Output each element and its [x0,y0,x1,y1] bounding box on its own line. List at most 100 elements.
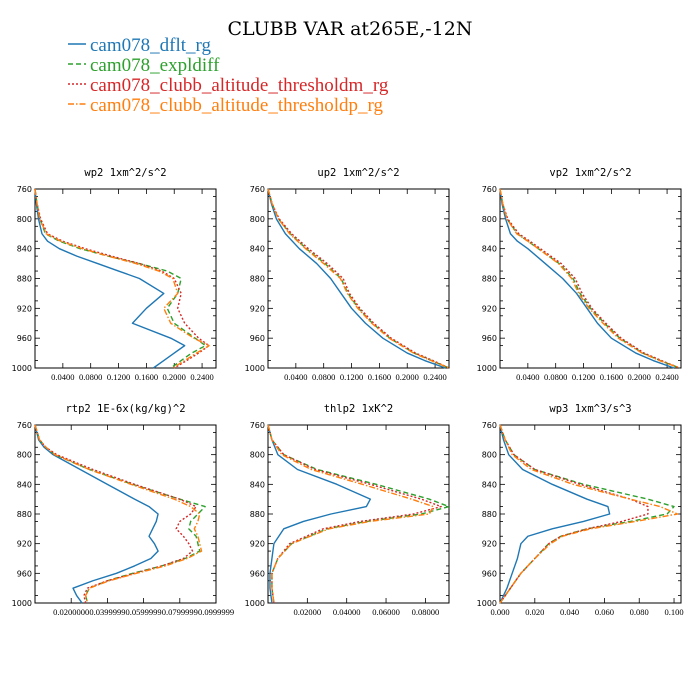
y-tick-label: 840 [482,480,497,489]
panel-vp2: vp2 1xm^2/s^2 760 800 840 880 920 960 1000 0.040… [477,167,682,382]
x-tick-label: 0.060 [595,607,614,617]
panel-up2: up2 1xm^2/s^2 760 800 840 880 920 960 1000 0.040… [245,167,450,382]
series-line-2 [499,188,680,369]
y-tick-label: 800 [17,215,32,224]
x-tick-label: 0.1600 [368,372,391,382]
series-line-3 [34,188,210,369]
x-tick-label: 0.06000 [372,607,400,617]
series-line-4 [267,424,434,604]
x-tick-label: 0.0200000 [53,607,89,617]
x-tick-label: 0.0400 [284,372,307,382]
legend-label-1: cam078_dflt_rg [90,35,212,56]
panel-wp2: wp2 1xm^2/s^2 760 800 840 880 920 960 1000 0.040… [12,167,217,382]
series-line-1 [34,188,186,369]
series-line-3 [267,188,450,369]
plot-frame [499,188,682,369]
series-line-3 [499,424,649,604]
series-line-1 [499,188,675,369]
y-tick-label: 760 [250,421,265,430]
panel-title-wp2: wp2 1xm^2/s^2 [84,167,166,179]
y-tick-label: 800 [482,451,497,460]
y-tick-label: 920 [17,540,32,549]
series-line-1 [34,424,159,604]
plot-frame [267,188,450,369]
series-line-2 [34,188,207,369]
y-tick-label: 760 [482,421,497,430]
x-tick-label: 0.1200 [572,372,595,382]
y-tick-label: 800 [482,215,497,224]
x-tick-label: 0.000 [490,607,509,617]
y-tick-label: 800 [250,215,265,224]
x-tick-label: 0.0599999 [126,607,162,617]
plot-frame [499,424,682,604]
y-tick-label: 880 [250,510,265,519]
x-tick-label: 0.0800 [79,372,102,382]
x-tick-label: 0.0800 [544,372,567,382]
figure-title: CLUBB VAR at265E,-12N [228,18,473,40]
x-tick-label: 0.02000 [294,607,322,617]
y-tick-label: 880 [17,510,32,519]
y-tick-label: 800 [250,451,265,460]
y-tick-label: 880 [250,275,265,284]
x-tick-label: 0.0399999 [89,607,125,617]
series-line-3 [499,188,680,369]
series-line-4 [499,424,679,604]
x-tick-label: 0.2400 [655,372,678,382]
series-line-4 [267,188,450,369]
y-tick-label: 1000 [477,364,497,373]
panel-rtp2: rtp2 1E-6x(kg/kg)^2 760 800 840 880 920 960 100… [12,403,234,617]
x-tick-label: 0.0400 [516,372,539,382]
x-tick-label: 0.2400 [423,372,446,382]
x-tick-label: 0.04000 [333,607,361,617]
x-tick-label: 0.0400 [51,372,74,382]
y-tick-label: 880 [482,510,497,519]
y-tick-label: 1000 [12,599,32,608]
panel-title-rtp2: rtp2 1E-6x(kg/kg)^2 [65,403,185,415]
legend-label-2: cam078_expldiff [90,55,220,76]
y-tick-label: 960 [250,334,265,343]
y-tick-label: 1000 [477,599,497,608]
x-tick-label: 0.080 [630,607,649,617]
x-tick-label: 0.08000 [412,607,440,617]
y-tick-label: 840 [17,245,32,254]
y-tick-label: 760 [250,185,265,194]
y-tick-label: 840 [482,245,497,254]
legend-label-4: cam078_clubb_altitude_thresholdp_rg [90,95,384,116]
panel-title-vp2: vp2 1xm^2/s^2 [549,167,631,179]
y-tick-label: 1000 [245,599,265,608]
y-tick-label: 840 [17,480,32,489]
y-tick-label: 920 [250,540,265,549]
panel-title-thlp2: thlp2 1xK^2 [324,403,394,415]
y-tick-label: 1000 [245,364,265,373]
x-tick-label: 0.1600 [135,372,158,382]
series-line-1 [267,424,371,604]
y-tick-label: 920 [250,304,265,313]
y-tick-label: 960 [17,334,32,343]
panel-thlp2: thlp2 1xK^2 760 800 840 880 920 960 1000 0.02000… [245,403,450,617]
x-tick-label: 0.2000 [163,372,186,382]
series-line-1 [499,424,611,604]
y-tick-label: 760 [482,185,497,194]
panels: wp2 1xm^2/s^2 760 800 840 880 920 960 1000 0.040… [12,167,684,617]
panel-title-wp3: wp3 1xm^3/s^3 [549,403,631,415]
y-tick-label: 960 [17,569,32,578]
x-tick-label: 0.0800 [312,372,335,382]
series-line-4 [34,424,203,604]
panel-wp3: wp3 1xm^3/s^3 760 800 840 880 920 960 10000.000… [477,403,684,617]
x-tick-label: 0.2000 [628,372,651,382]
x-tick-label: 0.1200 [107,372,130,382]
x-tick-label: 0.1600 [600,372,623,382]
x-tick-label: 0.1200 [340,372,363,382]
y-tick-label: 920 [482,304,497,313]
series-line-4 [499,188,680,369]
y-tick-label: 800 [17,451,32,460]
y-tick-label: 920 [482,540,497,549]
x-tick-label: 0.0799999 [162,607,198,617]
y-tick-label: 1000 [12,364,32,373]
series-line-3 [267,424,442,604]
series-line-2 [267,188,450,369]
series-line-1 [267,188,446,369]
series-line-4 [34,188,210,369]
